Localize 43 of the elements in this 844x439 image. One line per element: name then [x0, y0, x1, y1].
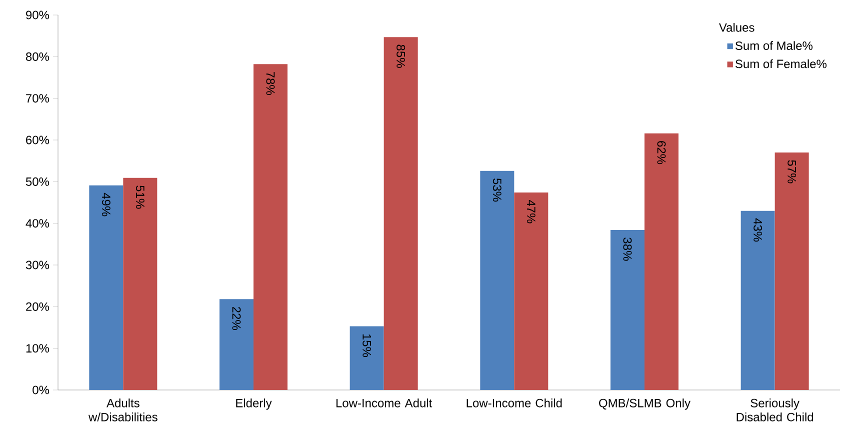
data-label: 51%: [136, 186, 144, 209]
x-tick-label: Elderly: [236, 398, 272, 410]
y-tick-label: 30%: [26, 260, 50, 270]
legend-label: Sum of Male%: [735, 41, 813, 50]
data-label: 15%: [362, 334, 372, 358]
y-tick-label: 70%: [26, 94, 50, 103]
x-tick-label: Low-Income Child: [466, 398, 562, 408]
bar: [89, 185, 124, 390]
y-tick-label: 80%: [26, 52, 50, 61]
bar: [610, 230, 644, 390]
bar: [644, 133, 678, 390]
x-tick-label: Seriously Disabled Child: [736, 398, 814, 422]
bar: [514, 192, 548, 390]
bar: [774, 152, 809, 390]
bar: [350, 326, 384, 390]
data-label: 22%: [232, 306, 241, 330]
bar: [220, 299, 254, 390]
bar: [254, 64, 288, 390]
bar: [740, 210, 775, 390]
x-tick-label: Low-Income Adult: [336, 398, 432, 408]
bar: [480, 170, 514, 390]
data-label: 47%: [526, 200, 536, 224]
y-tick-label: 0%: [32, 386, 50, 394]
x-tick-label: Adults w/Disabilities: [88, 398, 158, 422]
y-tick-label: 10%: [26, 344, 50, 353]
data-label: 43%: [754, 218, 762, 242]
bar: [384, 37, 418, 390]
x-tick-label: QMB/SLMB Only: [599, 398, 690, 410]
data-label: 38%: [623, 238, 632, 261]
legend-title: Values: [718, 22, 754, 32]
data-label: 62%: [657, 141, 666, 164]
data-label: 53%: [492, 178, 502, 202]
y-tick-label: 90%: [26, 10, 50, 20]
y-tick-label: 50%: [26, 177, 50, 186]
bar: [123, 178, 158, 390]
y-tick-label: 40%: [26, 219, 50, 228]
legend-label: Sum of Female%: [735, 59, 827, 68]
data-label: 78%: [266, 72, 275, 95]
data-label: 49%: [102, 192, 110, 216]
y-tick-label: 20%: [26, 302, 50, 311]
y-tick-label: 60%: [26, 136, 50, 144]
data-label: 85%: [396, 44, 406, 68]
data-label: 57%: [788, 160, 796, 184]
